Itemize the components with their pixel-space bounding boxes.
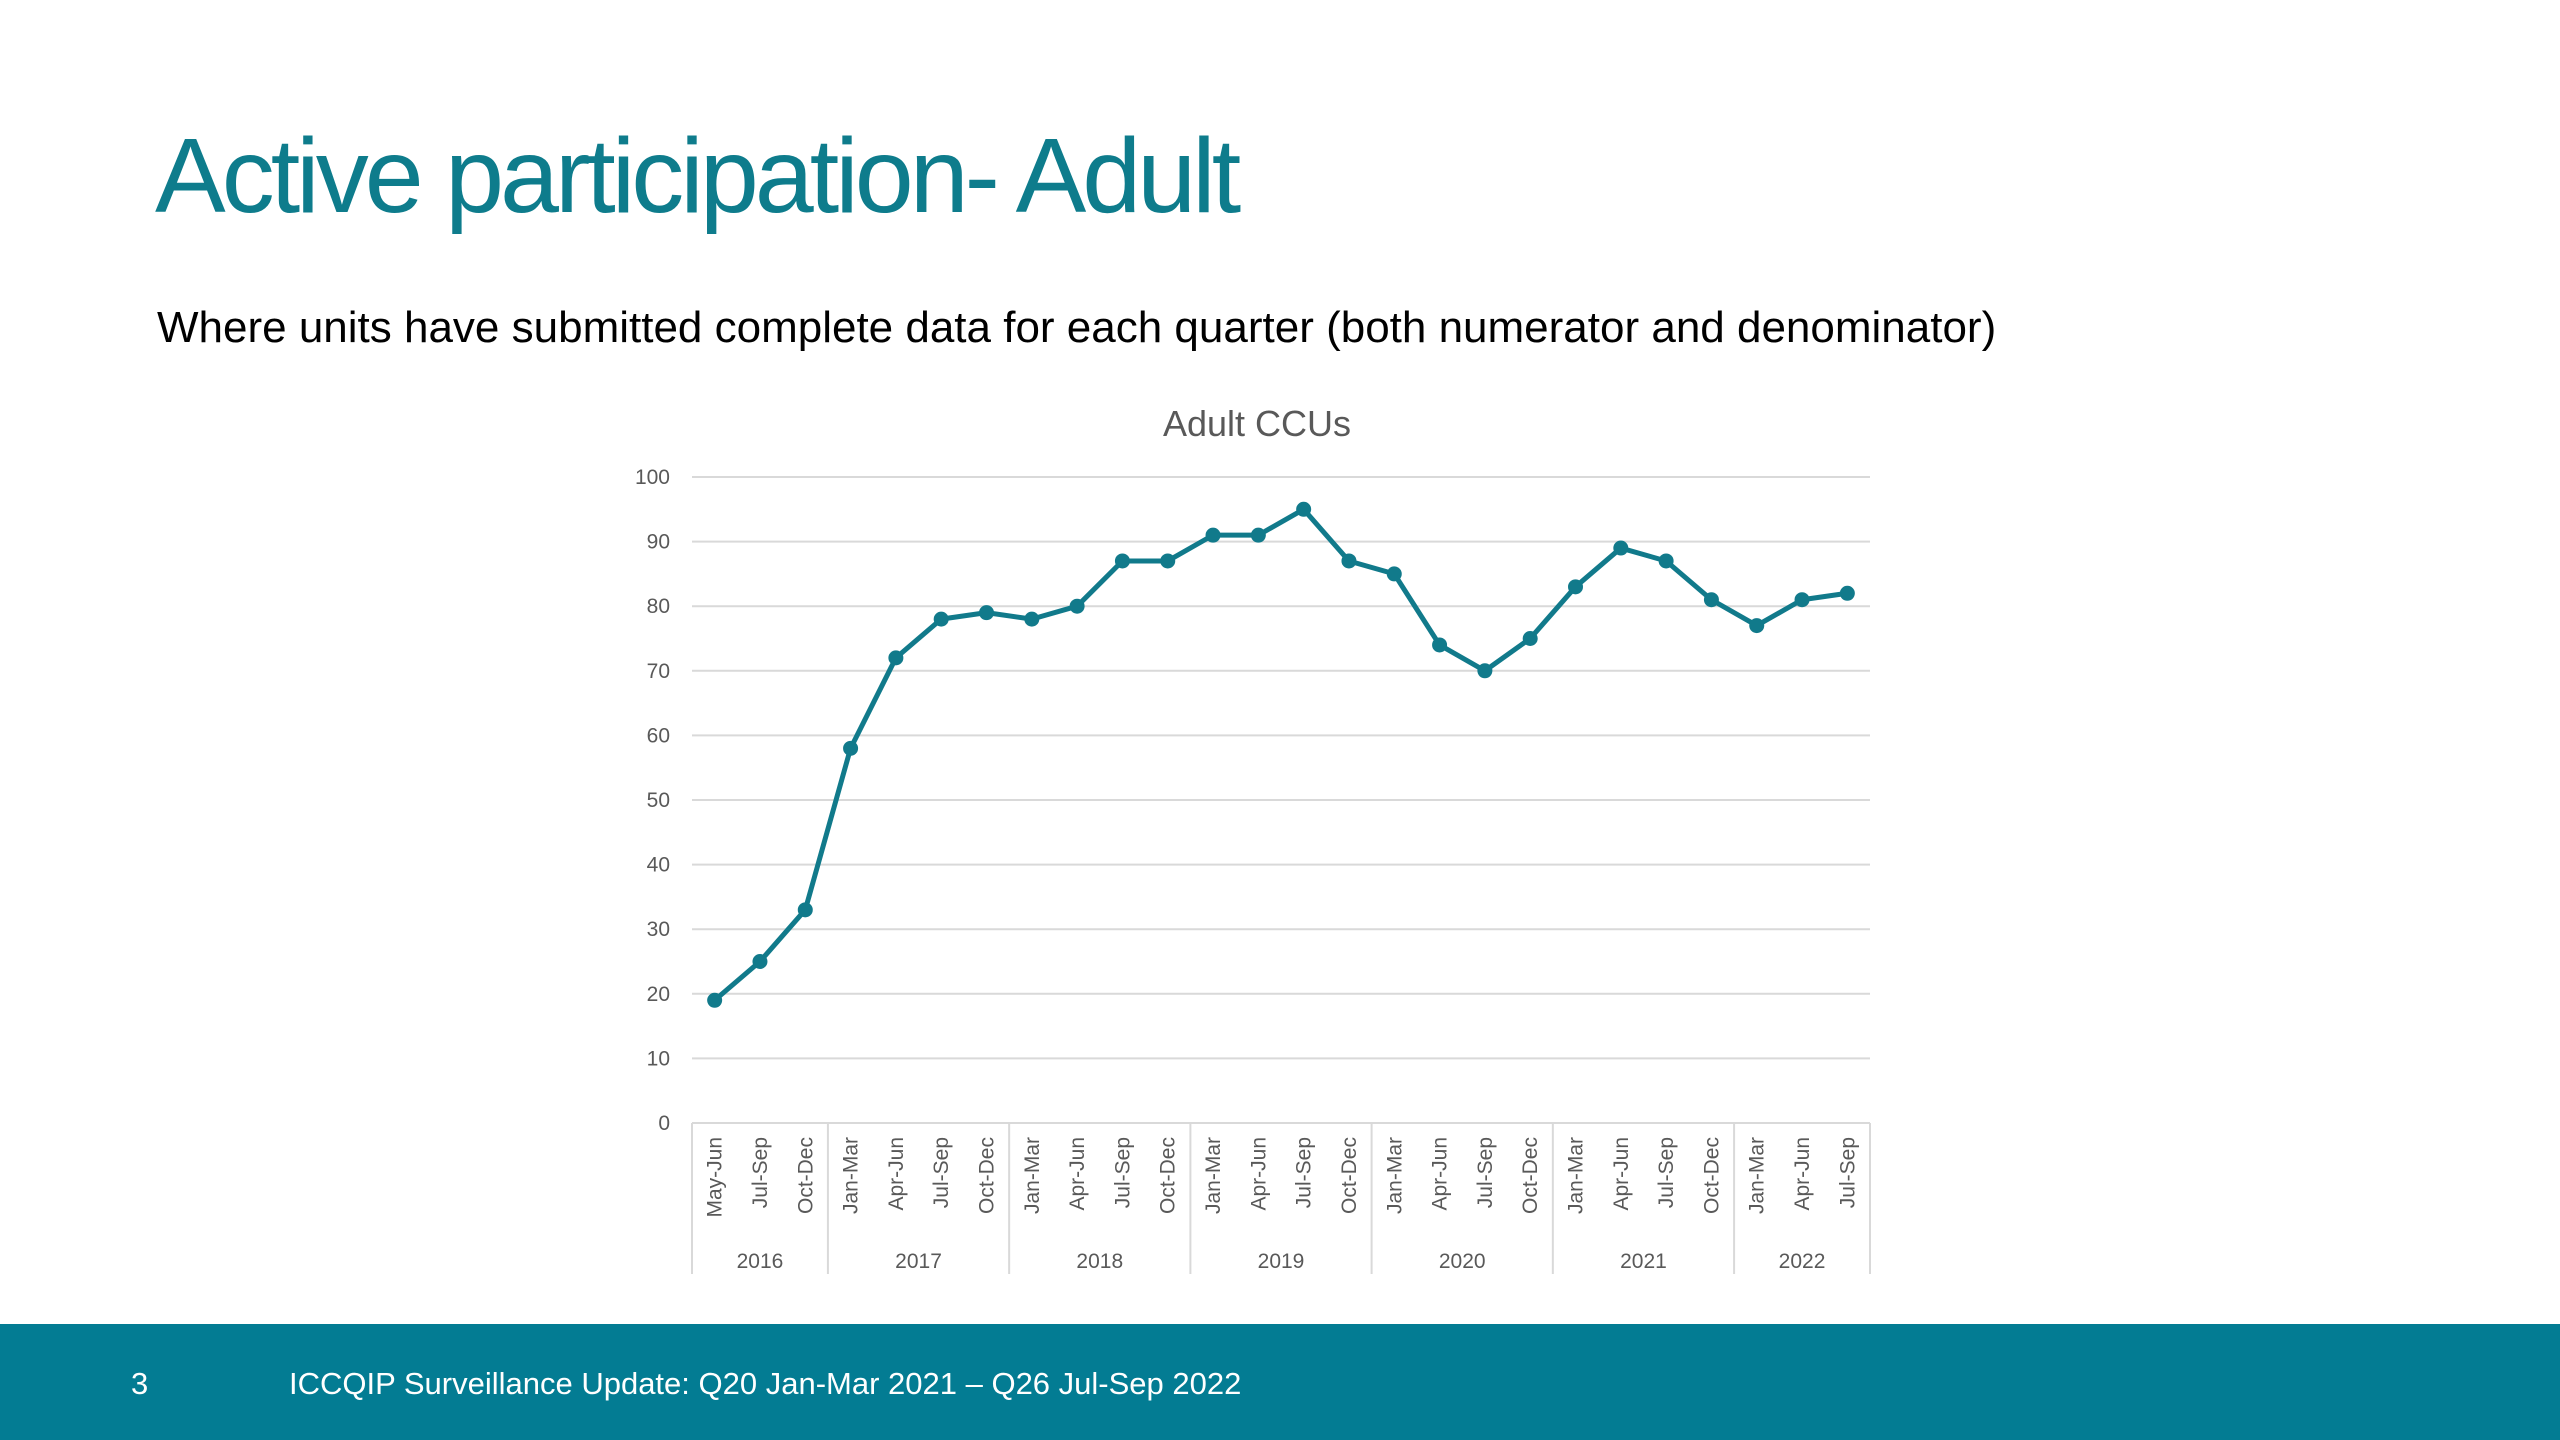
x-tick-label: Jan-Mar xyxy=(1202,1137,1225,1214)
x-tick-label: Jul-Sep xyxy=(1474,1137,1497,1208)
x-tick-label: Jan-Mar xyxy=(1383,1137,1406,1214)
data-point xyxy=(1069,598,1085,614)
data-point xyxy=(888,650,904,666)
x-tick-label: Jul-Sep xyxy=(1111,1137,1134,1208)
x-tick-label: Jul-Sep xyxy=(1836,1137,1859,1208)
x-tick-label: Jul-Sep xyxy=(930,1137,953,1208)
x-group-label: 2020 xyxy=(1439,1250,1486,1273)
x-tick-label: Apr-Jun xyxy=(1247,1137,1270,1211)
footer-text: ICCQIP Surveillance Update: Q20 Jan-Mar … xyxy=(289,1366,1241,1401)
y-tick-label: 70 xyxy=(647,660,670,683)
x-tick-label: Jul-Sep xyxy=(749,1137,772,1208)
data-point xyxy=(979,605,994,621)
footer-bar xyxy=(0,1324,2560,1440)
y-tick-label: 100 xyxy=(635,466,670,489)
y-tick-label: 20 xyxy=(647,983,670,1006)
x-group-label: 2019 xyxy=(1258,1250,1305,1273)
slide-title: Active participation- Adult xyxy=(155,117,1241,235)
data-point xyxy=(1839,585,1855,601)
x-group-label: 2022 xyxy=(1779,1250,1826,1273)
data-point xyxy=(1703,592,1719,608)
data-point xyxy=(1114,553,1130,569)
data-point xyxy=(933,611,949,627)
x-tick-label: Oct-Dec xyxy=(1338,1137,1361,1214)
x-tick-label: Apr-Jun xyxy=(1610,1137,1633,1211)
data-point xyxy=(1205,527,1221,543)
y-tick-label: 90 xyxy=(647,531,670,554)
y-tick-label: 10 xyxy=(647,1047,670,1070)
data-point xyxy=(1386,566,1402,582)
x-tick-label: Apr-Jun xyxy=(885,1137,908,1211)
x-group-label: 2018 xyxy=(1076,1250,1123,1273)
y-tick-label: 60 xyxy=(647,724,670,747)
data-point xyxy=(797,902,813,918)
x-group-label: 2021 xyxy=(1620,1250,1667,1273)
x-tick-label: Jan-Mar xyxy=(1746,1137,1769,1214)
data-point xyxy=(1522,631,1538,646)
x-tick-label: Jan-Mar xyxy=(840,1137,863,1214)
data-point xyxy=(1568,579,1583,595)
data-point xyxy=(1341,553,1357,569)
x-tick-label: Jul-Sep xyxy=(1655,1137,1678,1208)
x-tick-label: Apr-Jun xyxy=(1429,1137,1452,1211)
y-tick-label: 30 xyxy=(647,918,670,941)
x-tick-label: Apr-Jun xyxy=(1066,1137,1089,1211)
data-point xyxy=(1749,618,1765,634)
x-tick-label: May-Jun xyxy=(704,1137,727,1218)
y-tick-label: 50 xyxy=(647,789,670,812)
data-point xyxy=(1024,611,1040,627)
x-group-label: 2017 xyxy=(895,1250,942,1273)
y-tick-label: 80 xyxy=(647,595,670,618)
chart-title: Adult CCUs xyxy=(1163,403,1351,444)
x-tick-label: Jul-Sep xyxy=(1293,1137,1316,1208)
data-point xyxy=(1794,592,1810,608)
x-tick-label: Jan-Mar xyxy=(1565,1137,1588,1214)
x-group-label: 2016 xyxy=(737,1250,784,1273)
data-point xyxy=(1477,663,1493,679)
data-point xyxy=(1658,553,1674,569)
slide-subtitle: Where units have submitted complete data… xyxy=(157,303,1996,352)
data-point xyxy=(1432,637,1448,653)
data-point xyxy=(843,740,859,756)
x-tick-label: Oct-Dec xyxy=(1519,1137,1542,1214)
data-line xyxy=(713,506,1848,1003)
x-tick-label: Oct-Dec xyxy=(1157,1137,1180,1214)
x-tick-label: Oct-Dec xyxy=(794,1137,817,1214)
data-point xyxy=(707,992,723,1008)
data-point xyxy=(1160,553,1176,569)
x-tick-label: Apr-Jun xyxy=(1791,1137,1814,1211)
y-tick-label: 40 xyxy=(647,854,670,877)
y-tick-label: 0 xyxy=(658,1112,670,1135)
x-tick-label: Oct-Dec xyxy=(1700,1137,1723,1214)
x-tick-label: Jan-Mar xyxy=(1021,1137,1044,1214)
data-point xyxy=(752,954,768,969)
page-number: 3 xyxy=(131,1366,148,1401)
data-point xyxy=(1250,527,1266,543)
data-point xyxy=(1613,540,1629,556)
x-tick-label: Oct-Dec xyxy=(976,1137,999,1214)
data-point xyxy=(1296,501,1312,517)
